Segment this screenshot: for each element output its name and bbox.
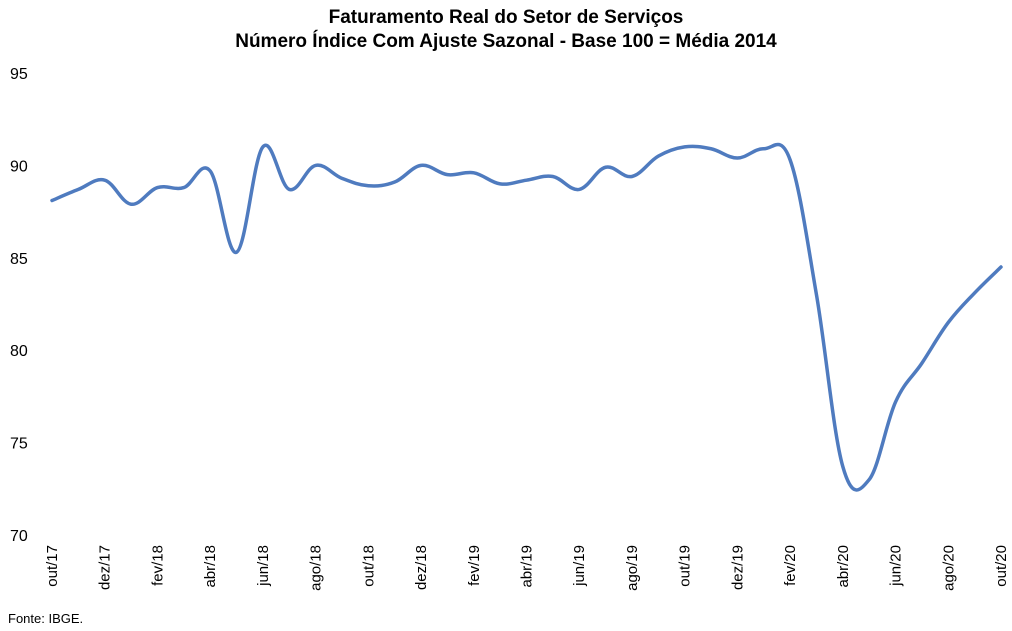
series-layer — [50, 142, 1003, 492]
data-point — [736, 157, 739, 160]
data-point — [446, 173, 449, 176]
data-point — [340, 177, 343, 180]
data-point — [578, 188, 581, 191]
y-tick-label: 75 — [10, 436, 28, 453]
x-tick-label: jun/19 — [571, 545, 588, 587]
data-point — [973, 291, 976, 294]
x-tick-label: ago/19 — [624, 545, 641, 591]
x-tick-label: fev/19 — [466, 545, 483, 586]
x-tick-label: jun/20 — [888, 545, 905, 587]
x-tick-label: out/18 — [360, 545, 377, 587]
data-point — [762, 147, 765, 150]
data-point — [209, 169, 212, 172]
data-point — [261, 145, 264, 148]
data-point — [156, 186, 159, 189]
data-point — [815, 293, 818, 296]
data-point — [393, 181, 396, 184]
x-tick-label: fev/18 — [149, 545, 166, 586]
data-point — [288, 188, 291, 191]
y-tick-label: 95 — [10, 66, 28, 83]
x-tick-label: dez/18 — [413, 545, 430, 590]
data-point — [525, 179, 528, 182]
data-point — [51, 199, 54, 202]
data-point — [420, 164, 423, 167]
data-point — [710, 147, 713, 150]
x-tick-label: fev/20 — [782, 545, 799, 586]
x-tick-label: dez/19 — [729, 545, 746, 590]
data-point — [499, 182, 502, 185]
source-note: Fonte: IBGE. — [8, 611, 84, 626]
data-point — [683, 145, 686, 148]
x-tick-label: abr/20 — [835, 545, 852, 588]
x-tick-label: abr/19 — [519, 545, 536, 588]
y-tick-label: 70 — [10, 528, 28, 545]
data-point — [314, 164, 317, 167]
y-axis: 70 75 80 85 90 95 — [10, 66, 28, 545]
x-tick-label: abr/18 — [202, 545, 219, 588]
data-point — [657, 155, 660, 158]
data-point — [920, 362, 923, 365]
data-point — [630, 175, 633, 178]
x-tick-label: ago/18 — [308, 545, 325, 591]
x-tick-label: jun/18 — [255, 545, 272, 587]
data-point — [103, 179, 106, 182]
x-tick-label: out/17 — [44, 545, 61, 587]
data-point — [894, 400, 897, 403]
data-point — [235, 251, 238, 254]
data-point — [1000, 266, 1003, 269]
series-line — [50, 142, 1003, 492]
data-point — [367, 184, 370, 187]
data-point — [947, 321, 950, 324]
data-point — [130, 203, 133, 206]
x-tick-label: dez/17 — [97, 545, 114, 590]
y-tick-label: 90 — [10, 158, 28, 175]
x-tick-label: ago/20 — [940, 545, 957, 591]
data-point — [868, 478, 871, 481]
data-point — [472, 171, 475, 174]
chart-subtitle: Número Índice Com Ajuste Sazonal - Base … — [235, 31, 777, 52]
chart-title-block: Faturamento Real do Setor de Serviços Nú… — [0, 6, 1012, 54]
chart-title: Faturamento Real do Setor de Serviços — [328, 7, 684, 28]
data-point — [551, 175, 554, 178]
x-tick-label: out/19 — [677, 545, 694, 587]
y-tick-label: 85 — [10, 251, 28, 268]
x-axis: out/17 dez/17 fev/18 abr/18 jun/18 ago/18 out/… — [44, 545, 1010, 591]
data-point — [841, 465, 844, 468]
data-point — [182, 186, 185, 189]
x-tick-label: out/20 — [993, 545, 1010, 587]
data-point — [789, 158, 792, 161]
line-chart: 70 75 80 85 90 95 out/17 dez/17 fev/18 abr/18 jun… — [10, 66, 1010, 591]
data-point — [77, 188, 80, 191]
data-point — [604, 166, 607, 169]
y-tick-label: 80 — [10, 343, 28, 360]
